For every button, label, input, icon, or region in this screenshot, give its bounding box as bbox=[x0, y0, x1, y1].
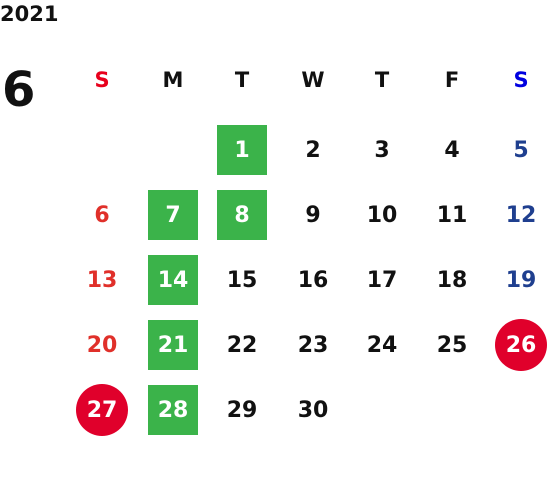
day: 10 bbox=[366, 202, 398, 228]
weekday-header: T bbox=[234, 68, 250, 92]
month: 6 bbox=[2, 62, 36, 118]
day: 3 bbox=[374, 137, 390, 163]
weekday-header: S bbox=[94, 68, 110, 92]
year: 2021 bbox=[0, 2, 59, 26]
day: 12 bbox=[505, 202, 537, 228]
day: 14 bbox=[148, 255, 198, 305]
day: 1 bbox=[217, 125, 267, 175]
day: 30 bbox=[297, 397, 329, 423]
day: 8 bbox=[217, 190, 267, 240]
weekday-header: M bbox=[162, 68, 184, 92]
day: 4 bbox=[444, 137, 460, 163]
day: 16 bbox=[297, 267, 329, 293]
weekday-header: W bbox=[301, 68, 325, 92]
weekday-header: S bbox=[513, 68, 529, 92]
day: 15 bbox=[226, 267, 258, 293]
day: 7 bbox=[148, 190, 198, 240]
day: 24 bbox=[366, 332, 398, 358]
day: 28 bbox=[148, 385, 198, 435]
day: 6 bbox=[94, 202, 110, 228]
weekday-header: F bbox=[444, 68, 460, 92]
day: 17 bbox=[366, 267, 398, 293]
day: 29 bbox=[226, 397, 258, 423]
day: 27 bbox=[76, 384, 128, 436]
day: 18 bbox=[436, 267, 468, 293]
day: 21 bbox=[148, 320, 198, 370]
day: 26 bbox=[495, 319, 547, 371]
day: 5 bbox=[513, 137, 529, 163]
day: 13 bbox=[86, 267, 118, 293]
day: 25 bbox=[436, 332, 468, 358]
weekday-header: T bbox=[374, 68, 390, 92]
day: 2 bbox=[305, 137, 321, 163]
day: 20 bbox=[86, 332, 118, 358]
day: 11 bbox=[436, 202, 468, 228]
day: 9 bbox=[305, 202, 321, 228]
day: 19 bbox=[505, 267, 537, 293]
day: 22 bbox=[226, 332, 258, 358]
day: 23 bbox=[297, 332, 329, 358]
